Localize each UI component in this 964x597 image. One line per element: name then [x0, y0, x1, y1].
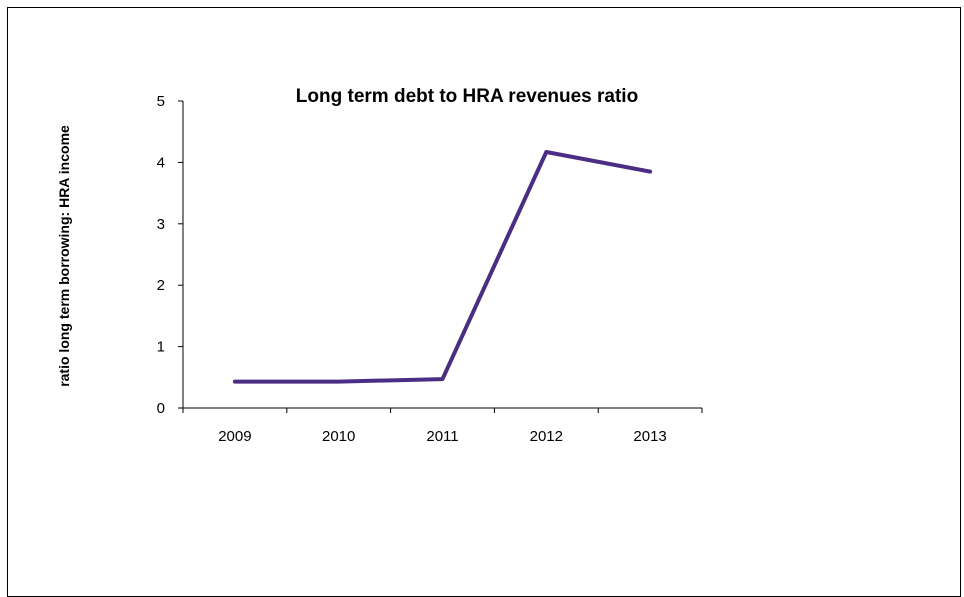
- x-tick-label: 2012: [530, 428, 563, 445]
- axes: [178, 100, 703, 413]
- series-line: [232, 150, 653, 384]
- x-tick-label: 2011: [426, 428, 458, 445]
- y-tick-label: 3: [157, 216, 165, 233]
- x-tick-label: 2013: [633, 428, 666, 445]
- tick-labels: 0 1 2 3 4 5 2009 2010 2011 2012 2013: [157, 93, 667, 445]
- y-axis-label: ratio long term borrowing: HRA income: [56, 125, 72, 387]
- y-tick-label: 0: [157, 400, 165, 417]
- chart-title: Long term debt to HRA revenues ratio: [296, 86, 638, 107]
- x-tick-label: 2009: [218, 428, 251, 445]
- y-tick-label: 1: [157, 339, 165, 356]
- x-tick-label: 2010: [322, 428, 355, 445]
- series-group: [232, 150, 653, 384]
- y-tick-label: 2: [157, 277, 165, 294]
- y-tick-label: 4: [157, 154, 165, 171]
- y-tick-label: 5: [157, 93, 165, 110]
